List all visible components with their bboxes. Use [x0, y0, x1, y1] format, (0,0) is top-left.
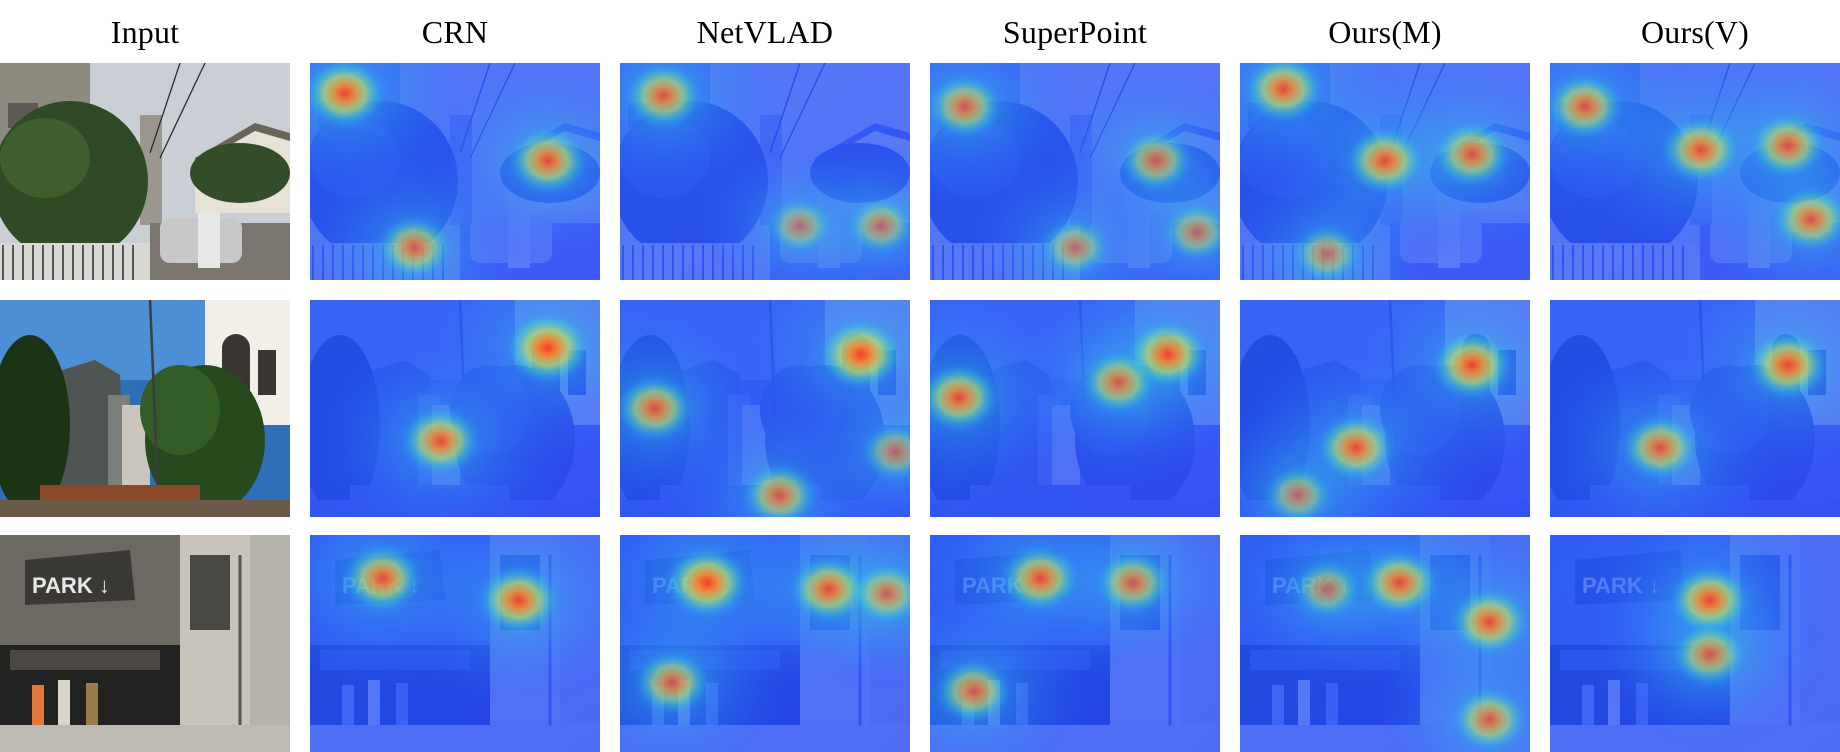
heatmap-hotspot: [817, 317, 904, 391]
attention-heatmap: [930, 63, 1220, 280]
heatmap-ours-v-row-2: [1550, 300, 1840, 517]
heatmap-hotspot: [664, 546, 750, 620]
heatmap-hotspot: [1667, 564, 1752, 636]
input-image-row-3: PARK ↓: [0, 535, 290, 752]
scene-shapes: [0, 63, 290, 280]
heatmap-hotspot: [1430, 329, 1514, 401]
attention-heatmap: [1240, 300, 1530, 517]
heatmap-hotspot: [1291, 224, 1363, 280]
heatmap-hotspot: [1094, 550, 1172, 616]
heatmap-superpoint-row-3: PARK ↓: [930, 535, 1220, 752]
heatmap-hotspot: [623, 63, 704, 130]
heatmap-hotspot: [1118, 128, 1194, 193]
heatmap-hotspot: [1660, 115, 1742, 185]
column-headers: Input CRN NetVLAD SuperPoint Ours(M) Our…: [0, 0, 1840, 62]
attention-heatmap: [310, 300, 600, 517]
column-header-crn: CRN: [421, 14, 489, 50]
heatmap-hotspot: [507, 126, 589, 196]
heatmap-hotspot: [845, 195, 910, 256]
attention-heatmap: PARK ↓: [930, 535, 1220, 752]
heatmap-hotspot: [1161, 202, 1220, 263]
input-image-row-1: [0, 63, 290, 280]
heatmap-netvlad-row-3: PARK ↓: [620, 535, 910, 752]
attention-heatmap: [1240, 63, 1530, 280]
attention-heatmap: [1550, 63, 1840, 280]
heatmap-hotspot: [504, 311, 591, 385]
heatmap-hotspot: [765, 196, 834, 255]
column-header-ours-v: Ours(V): [1640, 14, 1750, 50]
heatmap-hotspot: [375, 214, 453, 280]
heatmap-hotspot: [930, 363, 1000, 433]
heatmap-hotspot: [1039, 217, 1111, 278]
heatmap-ours-v-row-3: PARK ↓: [1550, 535, 1840, 752]
heatmap-hotspot: [1262, 465, 1334, 517]
heatmap-hotspot: [935, 658, 1012, 724]
column-header-ours-m: Ours(M): [1328, 14, 1442, 50]
heatmap-hotspot: [310, 63, 387, 129]
heatmap-crn-row-3: PARK ↓: [310, 535, 600, 752]
attention-heatmap: [620, 300, 910, 517]
heatmap-hotspot: [1771, 185, 1840, 253]
input-photo: [0, 300, 290, 517]
attention-heatmap: [620, 63, 910, 280]
heatmap-superpoint-row-1: [930, 63, 1220, 280]
attention-heatmap: PARK ↓: [310, 535, 600, 752]
heatmap-hotspot: [999, 543, 1081, 613]
heatmap-hotspot: [1450, 686, 1528, 752]
heatmap-netvlad-row-2: [620, 300, 910, 517]
scene-sign-text: PARK ↓: [32, 573, 110, 598]
heatmap-hotspot: [1671, 621, 1748, 688]
heatmap-glow: [930, 300, 1085, 508]
heatmap-superpoint-row-2: [930, 300, 1220, 517]
attention-heatmap: PARK ↓: [620, 535, 910, 752]
attention-heatmap: PARK ↓: [1240, 535, 1530, 752]
heatmap-hotspot: [1620, 413, 1700, 482]
heatmap-hotspot: [849, 561, 910, 626]
heatmap-ours-v-row-1: [1550, 63, 1840, 280]
input-photo: PARK ↓: [0, 535, 290, 752]
heatmap-hotspot: [1242, 63, 1325, 124]
heatmap-hotspot: [477, 564, 561, 636]
heatmap-hotspot: [1315, 412, 1397, 483]
heatmap-hotspot: [1080, 349, 1157, 416]
heatmap-hotspot: [620, 374, 695, 443]
column-header-superpoint: SuperPoint: [1002, 14, 1148, 50]
heatmap-hotspot: [1358, 548, 1441, 618]
heatmap-ours-m-row-2: [1240, 300, 1530, 517]
heatmap-hotspot: [399, 406, 482, 476]
input-photo: [0, 63, 290, 280]
heatmap-crn-row-1: [310, 63, 600, 280]
heatmap-hotspot: [1746, 329, 1830, 401]
heatmap-hotspot: [1448, 587, 1530, 657]
heatmap-hotspot: [860, 421, 910, 482]
heatmap-hotspot: [341, 543, 424, 613]
heatmap-hotspot: [741, 462, 818, 517]
heatmap-hotspot: [1291, 559, 1363, 620]
heatmap-hotspot: [1748, 111, 1828, 180]
heatmap-ours-m-row-3: PARK ↓: [1240, 535, 1530, 752]
heatmap-hotspot: [633, 649, 711, 716]
heatmap-hotspot: [1344, 126, 1426, 196]
heatmap-hotspot: [1550, 72, 1625, 141]
heatmap-glow: [310, 144, 533, 280]
attention-heatmap: [930, 300, 1220, 517]
heatmap-ours-m-row-1: [1240, 63, 1530, 280]
attention-heatmap: [1550, 300, 1840, 517]
heatmap-crn-row-2: [310, 300, 600, 517]
column-header-netvlad: NetVLAD: [696, 14, 834, 50]
scene-shapes: PARK ↓: [0, 535, 290, 752]
input-image-row-2: [0, 300, 290, 517]
heatmap-hotspot: [788, 554, 870, 624]
heatmap-hotspot: [1432, 120, 1512, 188]
heatmap-hotspot: [930, 73, 1004, 140]
heatmap-netvlad-row-1: [620, 63, 910, 280]
attention-heatmap: PARK ↓: [1550, 535, 1840, 752]
attention-heatmap: [310, 63, 600, 280]
column-header-input: Input: [110, 14, 180, 50]
scene-shapes: [0, 300, 290, 517]
